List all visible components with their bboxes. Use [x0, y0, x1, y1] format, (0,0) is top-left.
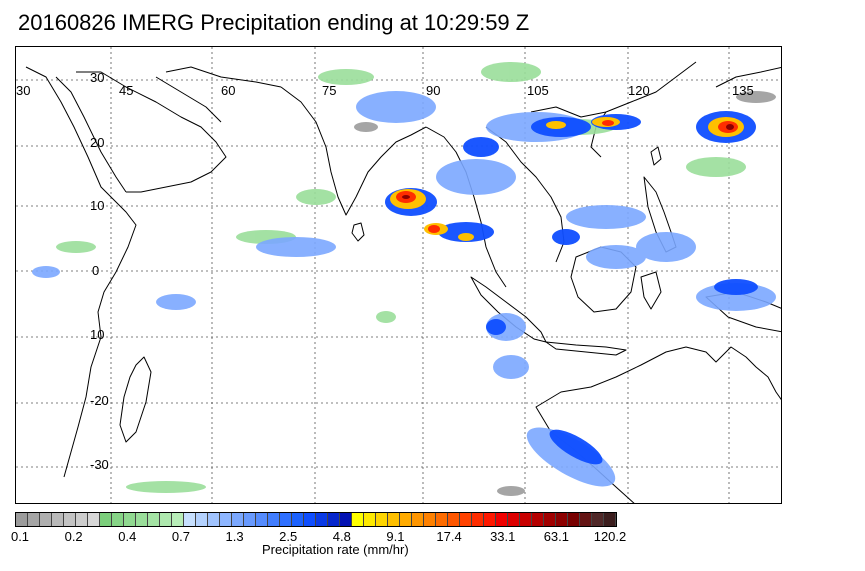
colorbar-swatch	[436, 513, 448, 526]
lon-label: 135	[732, 83, 754, 98]
colorbar-swatch	[160, 513, 172, 526]
colorbar-swatch	[184, 513, 196, 526]
colorbar-unit-label: Precipitation rate (mm/hr)	[262, 542, 409, 557]
lon-label: 90	[426, 83, 441, 98]
colorbar-swatch	[256, 513, 268, 526]
colorbar-swatch	[400, 513, 412, 526]
lon-label: 30	[16, 83, 31, 98]
colorbar-tick-label: 33.1	[490, 529, 516, 544]
colorbar-swatch	[532, 513, 544, 526]
precipitation-field	[32, 62, 776, 496]
colorbar-swatch	[316, 513, 328, 526]
colorbar-swatch	[232, 513, 244, 526]
colorbar-swatch	[448, 513, 460, 526]
colorbar-tick-label: 120.2	[593, 529, 627, 544]
colorbar-swatch	[76, 513, 88, 526]
colorbar-swatch	[244, 513, 256, 526]
lon-label: 105	[527, 83, 549, 98]
colorbar-swatch	[472, 513, 484, 526]
colorbar-swatch	[124, 513, 136, 526]
colorbar-swatch	[52, 513, 64, 526]
colorbar-swatch	[268, 513, 280, 526]
colorbar-swatch	[28, 513, 40, 526]
colorbar-swatch	[208, 513, 220, 526]
lon-label: 60	[221, 83, 236, 98]
colorbar-swatch	[580, 513, 592, 526]
colorbar-swatch	[328, 513, 340, 526]
colorbar-tick-label: 2.5	[279, 529, 298, 544]
colorbar-swatch	[40, 513, 52, 526]
colorbar-swatch	[364, 513, 376, 526]
lat-label: 10	[90, 198, 105, 213]
colorbar-swatch	[304, 513, 316, 526]
colorbar-swatch	[220, 513, 232, 526]
chart-title: 20160826 IMERG Precipitation ending at 1…	[18, 10, 530, 35]
colorbar-swatch	[88, 513, 100, 526]
colorbar	[15, 512, 617, 527]
colorbar-swatch	[172, 513, 184, 526]
colorbar-swatch	[568, 513, 580, 526]
colorbar-swatch	[556, 513, 568, 526]
colorbar-swatch	[544, 513, 556, 526]
colorbar-swatch	[148, 513, 160, 526]
colorbar-swatch	[484, 513, 496, 526]
lon-label: 120	[628, 83, 650, 98]
colorbar-swatch	[388, 513, 400, 526]
colorbar-swatch	[352, 513, 364, 526]
colorbar-swatch	[292, 513, 304, 526]
colorbar-swatch	[460, 513, 472, 526]
colorbar-swatch	[412, 513, 424, 526]
colorbar-tick-label: 0.7	[171, 529, 190, 544]
colorbar-swatch	[592, 513, 604, 526]
coastlines	[25, 61, 781, 503]
colorbar-swatch	[136, 513, 148, 526]
lat-label: 30	[90, 70, 105, 85]
colorbar-swatch	[604, 513, 616, 526]
colorbar-swatch	[496, 513, 508, 526]
colorbar-swatch	[376, 513, 388, 526]
lon-label: 45	[119, 83, 134, 98]
lat-label: 10	[90, 327, 105, 342]
colorbar-tick-label: 9.1	[386, 529, 405, 544]
colorbar-swatch	[64, 513, 76, 526]
map-canvas	[16, 47, 781, 503]
colorbar-tick-label: 1.3	[225, 529, 244, 544]
lat-label: -30	[90, 457, 109, 472]
colorbar-swatch	[424, 513, 436, 526]
lat-label: 20	[90, 135, 105, 150]
lat-label: -20	[90, 393, 109, 408]
precipitation-map: 30 45 60 75 90 105 120 135 30 20 10 0 10…	[15, 46, 782, 504]
colorbar-swatch	[520, 513, 532, 526]
colorbar-swatch	[508, 513, 520, 526]
colorbar-swatch	[196, 513, 208, 526]
colorbar-swatch	[100, 513, 112, 526]
colorbar-tick-label: 4.8	[332, 529, 351, 544]
colorbar-swatch	[112, 513, 124, 526]
colorbar-tick-label: 0.1	[10, 529, 30, 544]
colorbar-swatch	[340, 513, 352, 526]
colorbar-tick-label: 17.4	[436, 529, 462, 544]
lon-label: 75	[322, 83, 337, 98]
colorbar-tick-label: 63.1	[543, 529, 570, 544]
colorbar-swatch	[16, 513, 28, 526]
colorbar-tick-label: 0.4	[118, 529, 137, 544]
lat-label: 0	[92, 263, 100, 278]
colorbar-tick-label: 0.2	[64, 529, 83, 544]
colorbar-swatch	[280, 513, 292, 526]
